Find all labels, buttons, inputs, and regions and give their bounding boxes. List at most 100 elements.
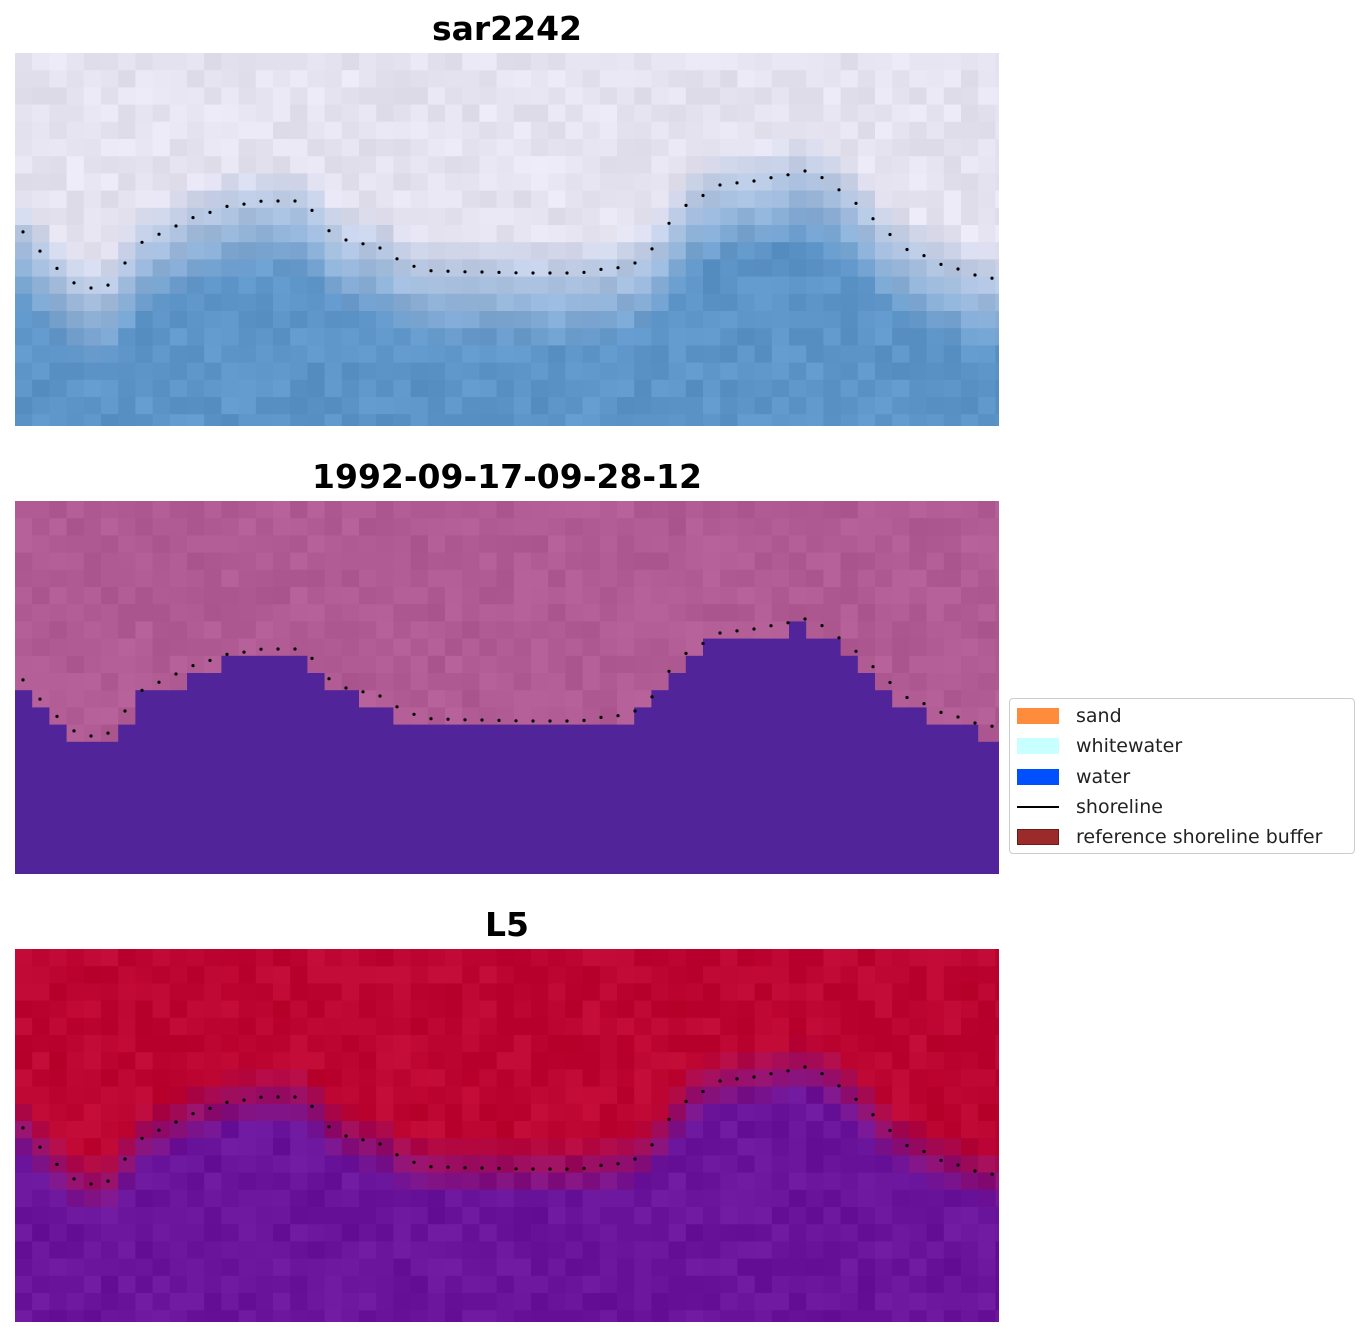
pixel-cell: [393, 759, 412, 777]
pixel-cell: [376, 845, 394, 863]
pixel-cell: [307, 1293, 326, 1311]
pixel-cell: [875, 1207, 893, 1225]
pixel-cell: [187, 1155, 205, 1174]
pixel-cell: [995, 673, 999, 691]
pixel-cell: [307, 518, 326, 536]
pixel-cell: [290, 276, 308, 295]
pixel-cell: [892, 827, 910, 846]
pixel-cell: [961, 604, 979, 622]
pixel-cell: [995, 776, 999, 794]
pixel-cell: [668, 362, 687, 381]
pixel-cell: [273, 345, 291, 364]
pixel-cell: [720, 1035, 738, 1053]
pixel-cell: [513, 1052, 532, 1070]
pixel-cell: [840, 604, 859, 622]
pixel-cell: [101, 1103, 119, 1122]
pixel-cell: [754, 1293, 773, 1311]
pixel-cell: [634, 724, 652, 743]
pixel-cell: [668, 1310, 687, 1322]
pixel-cell: [238, 207, 257, 226]
pixel-cell: [376, 87, 394, 106]
pixel-cell: [66, 293, 85, 312]
pixel-cell: [32, 225, 50, 243]
pixel-cell: [806, 276, 824, 295]
pixel-cell: [531, 724, 549, 743]
pixel-cell: [857, 139, 876, 157]
pixel-cell: [15, 793, 33, 812]
pixel-cell: [118, 1000, 136, 1019]
pixel-cell: [393, 1138, 412, 1156]
shoreline-dot: [735, 1077, 739, 1081]
pixel-cell: [204, 621, 222, 640]
pixel-cell: [806, 707, 824, 726]
pixel-cell: [823, 414, 842, 426]
pixel-cell: [909, 552, 928, 571]
pixel-cell: [169, 87, 188, 106]
pixel-cell: [359, 518, 377, 536]
pixel-cell: [393, 845, 412, 863]
pixel-cell: [324, 1189, 343, 1208]
pixel-cell: [462, 345, 480, 364]
pixel-cell: [204, 225, 222, 243]
pixel-cell: [238, 397, 257, 415]
pixel-cell: [66, 379, 85, 398]
pixel-cell: [479, 293, 498, 312]
pixel-cell: [376, 139, 394, 157]
pixel-cell: [410, 1069, 429, 1088]
pixel-cell: [479, 1207, 498, 1225]
pixel-cell: [290, 845, 308, 863]
pixel-cell: [307, 276, 326, 295]
pixel-cell: [668, 1121, 687, 1139]
pixel-cell: [204, 1293, 222, 1311]
pixel-cell: [66, 1069, 85, 1088]
pixel-cell: [634, 1275, 652, 1294]
pixel-cell: [376, 1189, 394, 1208]
pixel-cell: [806, 1172, 824, 1191]
pixel-cell: [66, 569, 85, 588]
pixel-cell: [496, 1224, 515, 1242]
pixel-cell: [961, 638, 979, 657]
pixel-cell: [548, 87, 566, 106]
pixel-cell: [531, 362, 549, 381]
pixel-cell: [410, 397, 429, 415]
pixel-cell: [892, 1207, 910, 1225]
pixel-cell: [376, 53, 394, 71]
pixel-cell: [32, 70, 50, 88]
pixel-cell: [324, 587, 343, 605]
pixel-cell: [961, 862, 979, 874]
pixel-cell: [548, 983, 566, 1002]
pixel-cell: [15, 1000, 33, 1019]
pixel-cell: [15, 121, 33, 140]
pixel-cell: [187, 759, 205, 777]
pixel-cell: [376, 1310, 394, 1322]
pixel-cell: [668, 1035, 687, 1053]
pixel-cell: [599, 53, 618, 71]
pixel-cell: [307, 121, 326, 140]
pixel-cell: [101, 1172, 119, 1191]
pixel-cell: [737, 604, 756, 622]
pixel-cell: [943, 1293, 962, 1311]
pixel-cell: [359, 362, 377, 381]
pixel-cell: [49, 1086, 68, 1105]
pixel-cell: [393, 587, 412, 605]
shoreline-dot: [293, 199, 297, 203]
pixel-cell: [771, 810, 790, 829]
pixel-cell: [290, 156, 308, 174]
pixel-cell: [789, 311, 807, 329]
pixel-cell: [548, 655, 566, 674]
pixel-cell: [582, 397, 601, 415]
pixel-cell: [49, 207, 68, 226]
pixel-cell: [290, 1086, 308, 1105]
pixel-cell: [376, 242, 394, 260]
pixel-cell: [857, 1000, 876, 1019]
pixel-cell: [754, 207, 773, 226]
pixel-cell: [617, 983, 635, 1002]
pixel-cell: [273, 501, 291, 519]
pixel-cell: [427, 1172, 446, 1191]
pixel-cell: [255, 552, 274, 571]
pixel-cell: [943, 173, 962, 192]
shoreline-dot: [667, 669, 671, 673]
pixel-cell: [221, 759, 240, 777]
shoreline-dot: [191, 664, 195, 668]
pixel-cell: [685, 345, 704, 364]
